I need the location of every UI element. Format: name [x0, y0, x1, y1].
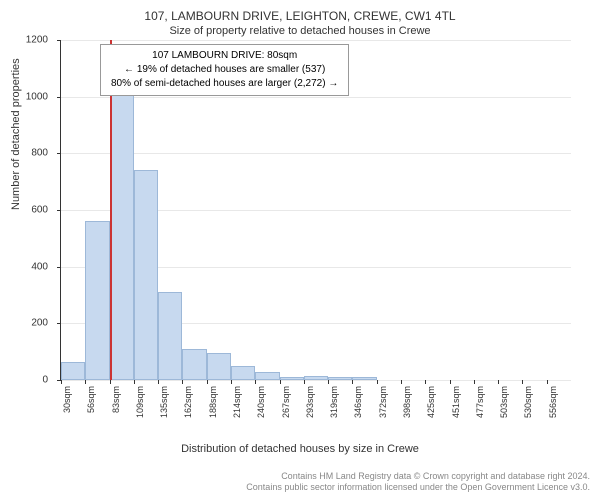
- xtick-mark: [280, 380, 281, 384]
- xtick-label: 188sqm: [208, 386, 218, 426]
- xtick-label: 267sqm: [281, 386, 291, 426]
- xtick-label: 451sqm: [451, 386, 461, 426]
- chart-title: 107, LAMBOURN DRIVE, LEIGHTON, CREWE, CW…: [0, 0, 600, 25]
- xtick-label: 425sqm: [426, 386, 436, 426]
- annotation-line2: ← 19% of detached houses are smaller (53…: [111, 63, 338, 77]
- xtick-mark: [450, 380, 451, 384]
- histogram-bar: [255, 372, 279, 381]
- xtick-mark: [231, 380, 232, 384]
- chart-subtitle: Size of property relative to detached ho…: [0, 25, 600, 37]
- histogram-bar: [280, 377, 304, 380]
- xtick-label: 556sqm: [548, 386, 558, 426]
- xtick-mark: [474, 380, 475, 384]
- ytick-label: 600: [8, 205, 48, 216]
- ytick-label: 200: [8, 318, 48, 329]
- histogram-bar: [158, 292, 182, 380]
- xtick-mark: [85, 380, 86, 384]
- histogram-bar: [110, 94, 134, 380]
- histogram-bar: [61, 362, 85, 380]
- xtick-mark: [547, 380, 548, 384]
- histogram-bar: [207, 353, 231, 380]
- xtick-label: 319sqm: [329, 386, 339, 426]
- xtick-mark: [352, 380, 353, 384]
- xtick-label: 30sqm: [62, 386, 72, 426]
- ytick-mark: [57, 97, 61, 98]
- xtick-mark: [255, 380, 256, 384]
- xtick-mark: [401, 380, 402, 384]
- xtick-mark: [522, 380, 523, 384]
- histogram-bar: [85, 221, 109, 380]
- ytick-label: 0: [8, 375, 48, 386]
- histogram-bar: [134, 170, 158, 380]
- gridline: [61, 380, 571, 381]
- footer-line1: Contains HM Land Registry data © Crown c…: [246, 471, 590, 483]
- xtick-label: 530sqm: [523, 386, 533, 426]
- xtick-label: 83sqm: [111, 386, 121, 426]
- histogram-bar: [231, 366, 255, 380]
- xtick-label: 477sqm: [475, 386, 485, 426]
- ytick-mark: [57, 210, 61, 211]
- xtick-label: 293sqm: [305, 386, 315, 426]
- xtick-mark: [61, 380, 62, 384]
- xtick-mark: [158, 380, 159, 384]
- xtick-label: 240sqm: [256, 386, 266, 426]
- xtick-mark: [207, 380, 208, 384]
- ytick-mark: [57, 40, 61, 41]
- xtick-mark: [498, 380, 499, 384]
- xtick-mark: [304, 380, 305, 384]
- xtick-label: 135sqm: [159, 386, 169, 426]
- annotation-box: 107 LAMBOURN DRIVE: 80sqm ← 19% of detac…: [100, 44, 349, 96]
- xtick-label: 214sqm: [232, 386, 242, 426]
- footer-attribution: Contains HM Land Registry data © Crown c…: [246, 471, 590, 494]
- xtick-label: 162sqm: [183, 386, 193, 426]
- footer-line2: Contains public sector information licen…: [246, 482, 590, 494]
- ytick-label: 1200: [8, 35, 48, 46]
- ytick-label: 1000: [8, 91, 48, 102]
- chart-area: [60, 40, 570, 420]
- xtick-label: 109sqm: [135, 386, 145, 426]
- y-axis-label: Number of detached properties: [10, 58, 22, 210]
- xtick-mark: [110, 380, 111, 384]
- chart-container: 107, LAMBOURN DRIVE, LEIGHTON, CREWE, CW…: [0, 0, 600, 500]
- histogram-bar: [182, 349, 206, 380]
- gridline: [61, 97, 571, 98]
- histogram-bar: [352, 377, 376, 380]
- xtick-mark: [377, 380, 378, 384]
- histogram-bar: [328, 377, 352, 380]
- histogram-bar: [304, 376, 328, 380]
- gridline: [61, 153, 571, 154]
- xtick-mark: [182, 380, 183, 384]
- xtick-mark: [328, 380, 329, 384]
- xtick-mark: [425, 380, 426, 384]
- xtick-label: 398sqm: [402, 386, 412, 426]
- ytick-mark: [57, 323, 61, 324]
- ytick-mark: [57, 153, 61, 154]
- xtick-label: 372sqm: [378, 386, 388, 426]
- annotation-line1: 107 LAMBOURN DRIVE: 80sqm: [111, 49, 338, 63]
- xtick-label: 503sqm: [499, 386, 509, 426]
- xtick-label: 346sqm: [353, 386, 363, 426]
- ytick-label: 800: [8, 148, 48, 159]
- ytick-mark: [57, 267, 61, 268]
- xtick-label: 56sqm: [86, 386, 96, 426]
- x-axis-label: Distribution of detached houses by size …: [0, 443, 600, 455]
- xtick-mark: [134, 380, 135, 384]
- annotation-line3: 80% of semi-detached houses are larger (…: [111, 77, 338, 91]
- ytick-label: 400: [8, 261, 48, 272]
- gridline: [61, 40, 571, 41]
